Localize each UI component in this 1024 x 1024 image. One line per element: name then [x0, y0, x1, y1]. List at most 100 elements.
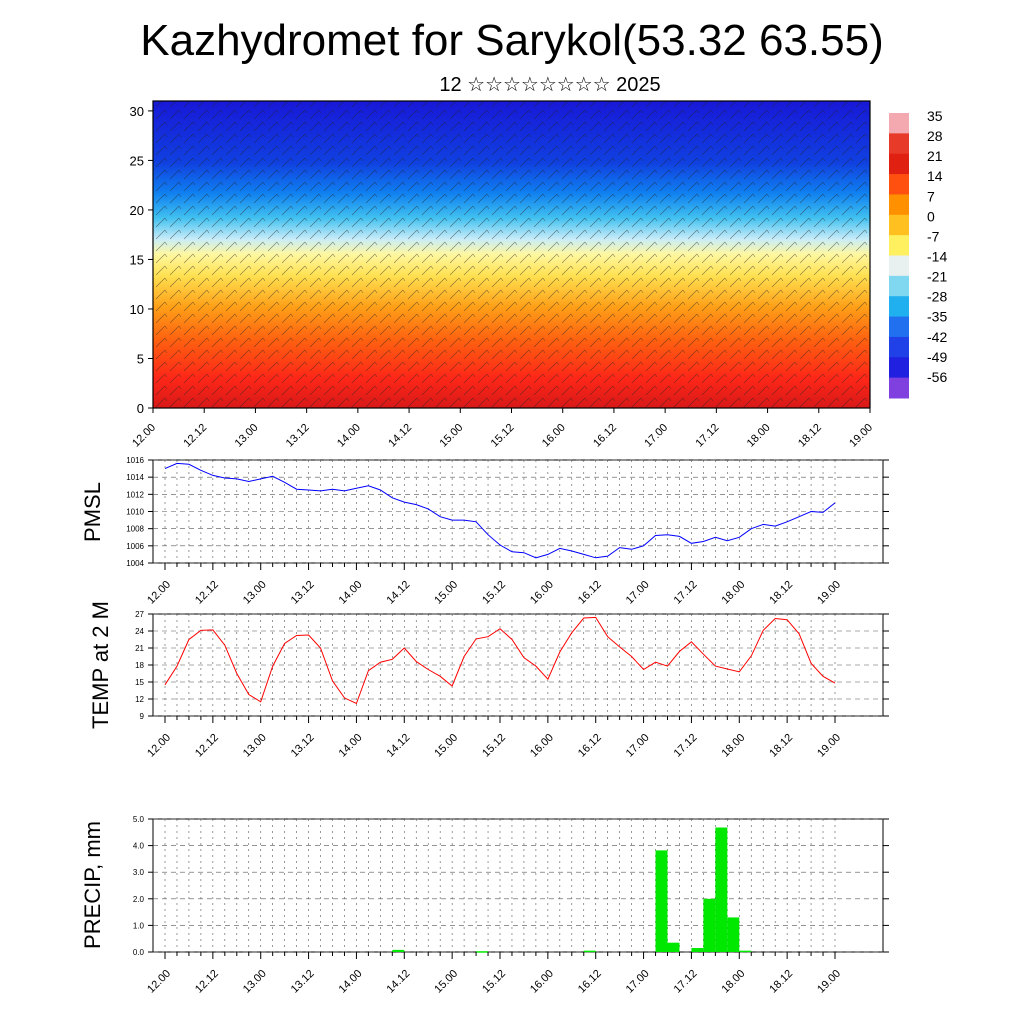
colorbar-label: 28: [927, 128, 943, 144]
y-tick-label: 1004: [126, 559, 144, 568]
colorbar-swatch: [889, 133, 909, 155]
colorbar-label: -35: [927, 309, 947, 325]
x-tick-label: 12.00: [145, 968, 173, 996]
x-tick-label: 15.00: [432, 968, 460, 996]
x-tick-label: 17.00: [624, 732, 652, 760]
colorbar-swatch: [889, 235, 909, 256]
heatmap-y-tick-label: 0: [137, 401, 144, 416]
x-tick-label: 18.00: [719, 579, 747, 607]
temp-y-axis: 9 12 15 18 21 24 27: [135, 610, 889, 721]
heatmap-y-tick-label: 25: [130, 153, 144, 168]
colorbar: 35 28 21 14 7 0 -7 -14 -21 -28 -35 -42 -49 -56: [889, 108, 947, 399]
colorbar-label: -7: [927, 228, 940, 244]
y-tick-label: 1010: [126, 508, 144, 517]
heatmap-x-tick-label: 17.00: [642, 422, 670, 450]
heatmap-x-tick-label: 15.12: [489, 422, 517, 450]
x-tick-label: 14.12: [384, 968, 412, 996]
heatmap-x-tick-label: 13.12: [284, 422, 312, 450]
y-tick-label: 15: [135, 678, 144, 687]
x-tick-label: 15.12: [480, 579, 508, 607]
x-tick-label: 16.00: [528, 732, 556, 760]
x-tick-label: 16.12: [576, 579, 604, 607]
x-tick-label: 17.00: [624, 579, 652, 607]
precip-bar: [739, 950, 752, 953]
heatmap-panel: 0 5 10 15 20 25 30 12.00 12.12 13.00 13.12 14.00 14…: [130, 100, 947, 450]
precip-bar: [691, 948, 704, 952]
y-tick-label: 4.0: [133, 842, 145, 851]
chart-title: Kazhydromet for Sarykol(53.32 63.55): [140, 16, 884, 65]
colorbar-swatch: [889, 275, 909, 297]
precip-bar: [667, 942, 680, 952]
y-tick-label: 18: [135, 661, 144, 670]
y-tick-label: 2.0: [133, 895, 145, 904]
heatmap-x-tick-label: 16.12: [591, 422, 619, 450]
heatmap-x-tick-label: 19.00: [847, 422, 875, 450]
precip-frame: [152, 818, 884, 953]
x-tick-label: 12.00: [145, 732, 173, 760]
x-tick-label: 14.00: [337, 579, 365, 607]
x-tick-label: 16.00: [528, 968, 556, 996]
heatmap-x-axis: 12.00 12.12 13.00 13.12 14.00 14.12 15.00 15.12…: [130, 408, 875, 450]
precip-panel: 0.01.02.03.04.05.0 12.00 12.12 13.00 13.12 1…: [80, 815, 889, 996]
precip-ylabel: PRECIP, mm: [80, 821, 105, 949]
x-tick-label: 13.12: [289, 968, 317, 996]
colorbar-swatch: [889, 336, 909, 358]
y-tick-label: 1008: [126, 525, 144, 534]
x-tick-label: 15.12: [480, 968, 508, 996]
colorbar-label: 0: [927, 208, 935, 224]
precip-bar: [727, 917, 740, 952]
x-tick-label: 15.12: [480, 732, 508, 760]
y-tick-label: 3.0: [133, 868, 145, 877]
y-tick-label: 24: [135, 627, 144, 636]
pmsl-grid: [153, 459, 883, 564]
heatmap-y-tick-label: 5: [137, 351, 144, 366]
x-tick-label: 18.00: [719, 968, 747, 996]
colorbar-label: 7: [927, 188, 935, 204]
x-tick-label: 13.12: [289, 579, 317, 607]
x-tick-label: 19.00: [815, 579, 843, 607]
y-tick-label: 1.0: [133, 921, 145, 930]
precip-grid: [153, 818, 883, 953]
colorbar-label: -56: [927, 369, 947, 385]
x-tick-label: 13.00: [241, 732, 269, 760]
colorbar-swatch: [889, 296, 909, 318]
colorbar-label: -42: [927, 329, 947, 345]
colorbar-swatch: [889, 377, 909, 399]
x-tick-label: 12.12: [193, 579, 221, 607]
heatmap-y-tick-label: 30: [130, 104, 144, 119]
y-tick-label: 1006: [126, 542, 144, 551]
x-tick-label: 18.12: [767, 579, 795, 607]
pmsl-series-line: [164, 462, 836, 559]
temp-series-line: [164, 616, 836, 705]
temp-x-axis: 12.00 12.12 13.00 13.12 14.00 14.12 15.00 15.12…: [145, 716, 843, 760]
temp-ylabel: TEMP at 2 M: [88, 601, 113, 729]
colorbar-swatch: [889, 194, 909, 216]
heatmap-x-tick-label: 14.12: [386, 422, 414, 450]
x-tick-label: 12.12: [193, 968, 221, 996]
x-tick-label: 17.12: [672, 968, 700, 996]
heatmap-x-tick-label: 13.00: [233, 422, 261, 450]
x-tick-label: 14.12: [384, 732, 412, 760]
precip-bar: [583, 950, 596, 953]
y-tick-label: 1012: [126, 490, 144, 499]
heatmap-x-tick-label: 18.12: [796, 422, 824, 450]
x-tick-label: 18.12: [767, 732, 795, 760]
y-tick-label: 0.0: [133, 948, 145, 957]
heatmap-x-tick-label: 15.00: [437, 422, 465, 450]
x-tick-label: 17.12: [672, 732, 700, 760]
colorbar-label: 35: [927, 108, 943, 124]
x-tick-label: 16.12: [576, 968, 604, 996]
colorbar-label: -49: [927, 349, 947, 365]
precip-bar: [476, 951, 489, 953]
x-tick-label: 19.00: [815, 732, 843, 760]
x-tick-label: 12.00: [145, 579, 173, 607]
x-tick-label: 18.00: [719, 732, 747, 760]
heatmap-y-tick-label: 10: [130, 302, 144, 317]
x-tick-label: 15.00: [432, 579, 460, 607]
heatmap-y-tick-label: 20: [130, 203, 144, 218]
precip-y-axis: 0.0 1.0 2.0 3.0 4.0 5.0: [133, 815, 889, 957]
pmsl-ylabel: PMSL: [80, 482, 105, 542]
x-tick-label: 12.12: [193, 732, 221, 760]
y-tick-label: 1014: [126, 473, 144, 482]
